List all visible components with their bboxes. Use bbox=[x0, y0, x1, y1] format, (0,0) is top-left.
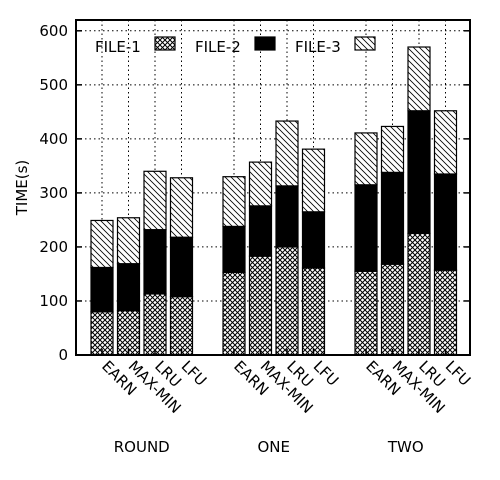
bar-segment-file-3-one-lru bbox=[276, 121, 298, 186]
y-tick-label: 100 bbox=[39, 292, 68, 310]
bar-segment-file-1-round-earn bbox=[91, 312, 113, 355]
bar-segment-file-3-two-lru bbox=[408, 47, 430, 111]
bar-segment-file-3-round-earn bbox=[91, 220, 113, 267]
bar-segment-file-2-one-lru bbox=[276, 186, 298, 247]
bar-segment-file-1-round-lfu bbox=[171, 297, 193, 355]
bar-segment-file-1-one-lfu bbox=[303, 268, 325, 355]
bar-segment-file-2-one-lfu bbox=[303, 212, 325, 268]
x-category-label: LFU bbox=[178, 357, 211, 390]
legend-swatch-file-3 bbox=[355, 37, 375, 50]
bar-segment-file-1-two-lru bbox=[408, 233, 430, 355]
legend-label: FILE-3 bbox=[295, 38, 341, 56]
group-label: TWO bbox=[387, 438, 424, 456]
bar-segment-file-2-one-earn bbox=[223, 226, 245, 272]
bars bbox=[91, 47, 457, 355]
bar-segment-file-2-round-max-min bbox=[118, 264, 140, 311]
bar-segment-file-2-round-lfu bbox=[171, 237, 193, 296]
bar-segment-file-2-two-lfu bbox=[435, 174, 457, 270]
bar-segment-file-3-one-max-min bbox=[250, 162, 272, 206]
bar-segment-file-2-round-earn bbox=[91, 267, 113, 311]
bar-segment-file-3-round-max-min bbox=[118, 218, 140, 264]
bar-segment-file-1-one-earn bbox=[223, 272, 245, 355]
bar-segment-file-1-one-lru bbox=[276, 247, 298, 355]
y-tick-label: 0 bbox=[58, 346, 68, 364]
legend-swatch-file-2 bbox=[255, 37, 275, 50]
legend: FILE-1 FILE-2 FILE-3 bbox=[95, 37, 375, 56]
bar-segment-file-2-one-max-min bbox=[250, 206, 272, 256]
group-label: ROUND bbox=[114, 438, 170, 456]
x-category-label: LFU bbox=[442, 357, 475, 390]
y-axis-label: TIME(s) bbox=[13, 160, 31, 217]
group-label: ONE bbox=[257, 438, 290, 456]
bar-segment-file-3-round-lfu bbox=[171, 178, 193, 237]
bar-segment-file-1-round-max-min bbox=[118, 311, 140, 355]
x-axis-labels: EARNMAX-MINLRULFUROUNDEARNMAX-MINLRULFUO… bbox=[98, 357, 474, 456]
bar-segment-file-3-two-earn bbox=[355, 133, 377, 185]
y-tick-label: 600 bbox=[39, 22, 68, 40]
legend-swatch-file-1 bbox=[155, 37, 175, 50]
bar-segment-file-3-one-lfu bbox=[303, 149, 325, 212]
bar-segment-file-3-two-lfu bbox=[435, 111, 457, 174]
bar-segment-file-3-two-max-min bbox=[382, 126, 404, 172]
bar-segment-file-2-two-lru bbox=[408, 111, 430, 234]
bar-segment-file-1-one-max-min bbox=[250, 256, 272, 355]
legend-label: FILE-2 bbox=[195, 38, 241, 56]
bar-segment-file-2-round-lru bbox=[144, 230, 166, 294]
bar-segment-file-2-two-earn bbox=[355, 185, 377, 271]
bar-segment-file-1-two-earn bbox=[355, 271, 377, 355]
y-tick-label: 200 bbox=[39, 238, 68, 256]
bar-segment-file-3-one-earn bbox=[223, 177, 245, 227]
y-tick-label: 300 bbox=[39, 184, 68, 202]
y-tick-label: 500 bbox=[39, 76, 68, 94]
bar-segment-file-2-two-max-min bbox=[382, 172, 404, 264]
bar-segment-file-1-two-lfu bbox=[435, 270, 457, 355]
legend-label: FILE-1 bbox=[95, 38, 141, 56]
y-tick-label: 400 bbox=[39, 130, 68, 148]
bar-segment-file-1-round-lru bbox=[144, 294, 166, 355]
bar-segment-file-1-two-max-min bbox=[382, 264, 404, 355]
bar-segment-file-3-round-lru bbox=[144, 171, 166, 229]
x-category-label: LFU bbox=[310, 357, 343, 390]
